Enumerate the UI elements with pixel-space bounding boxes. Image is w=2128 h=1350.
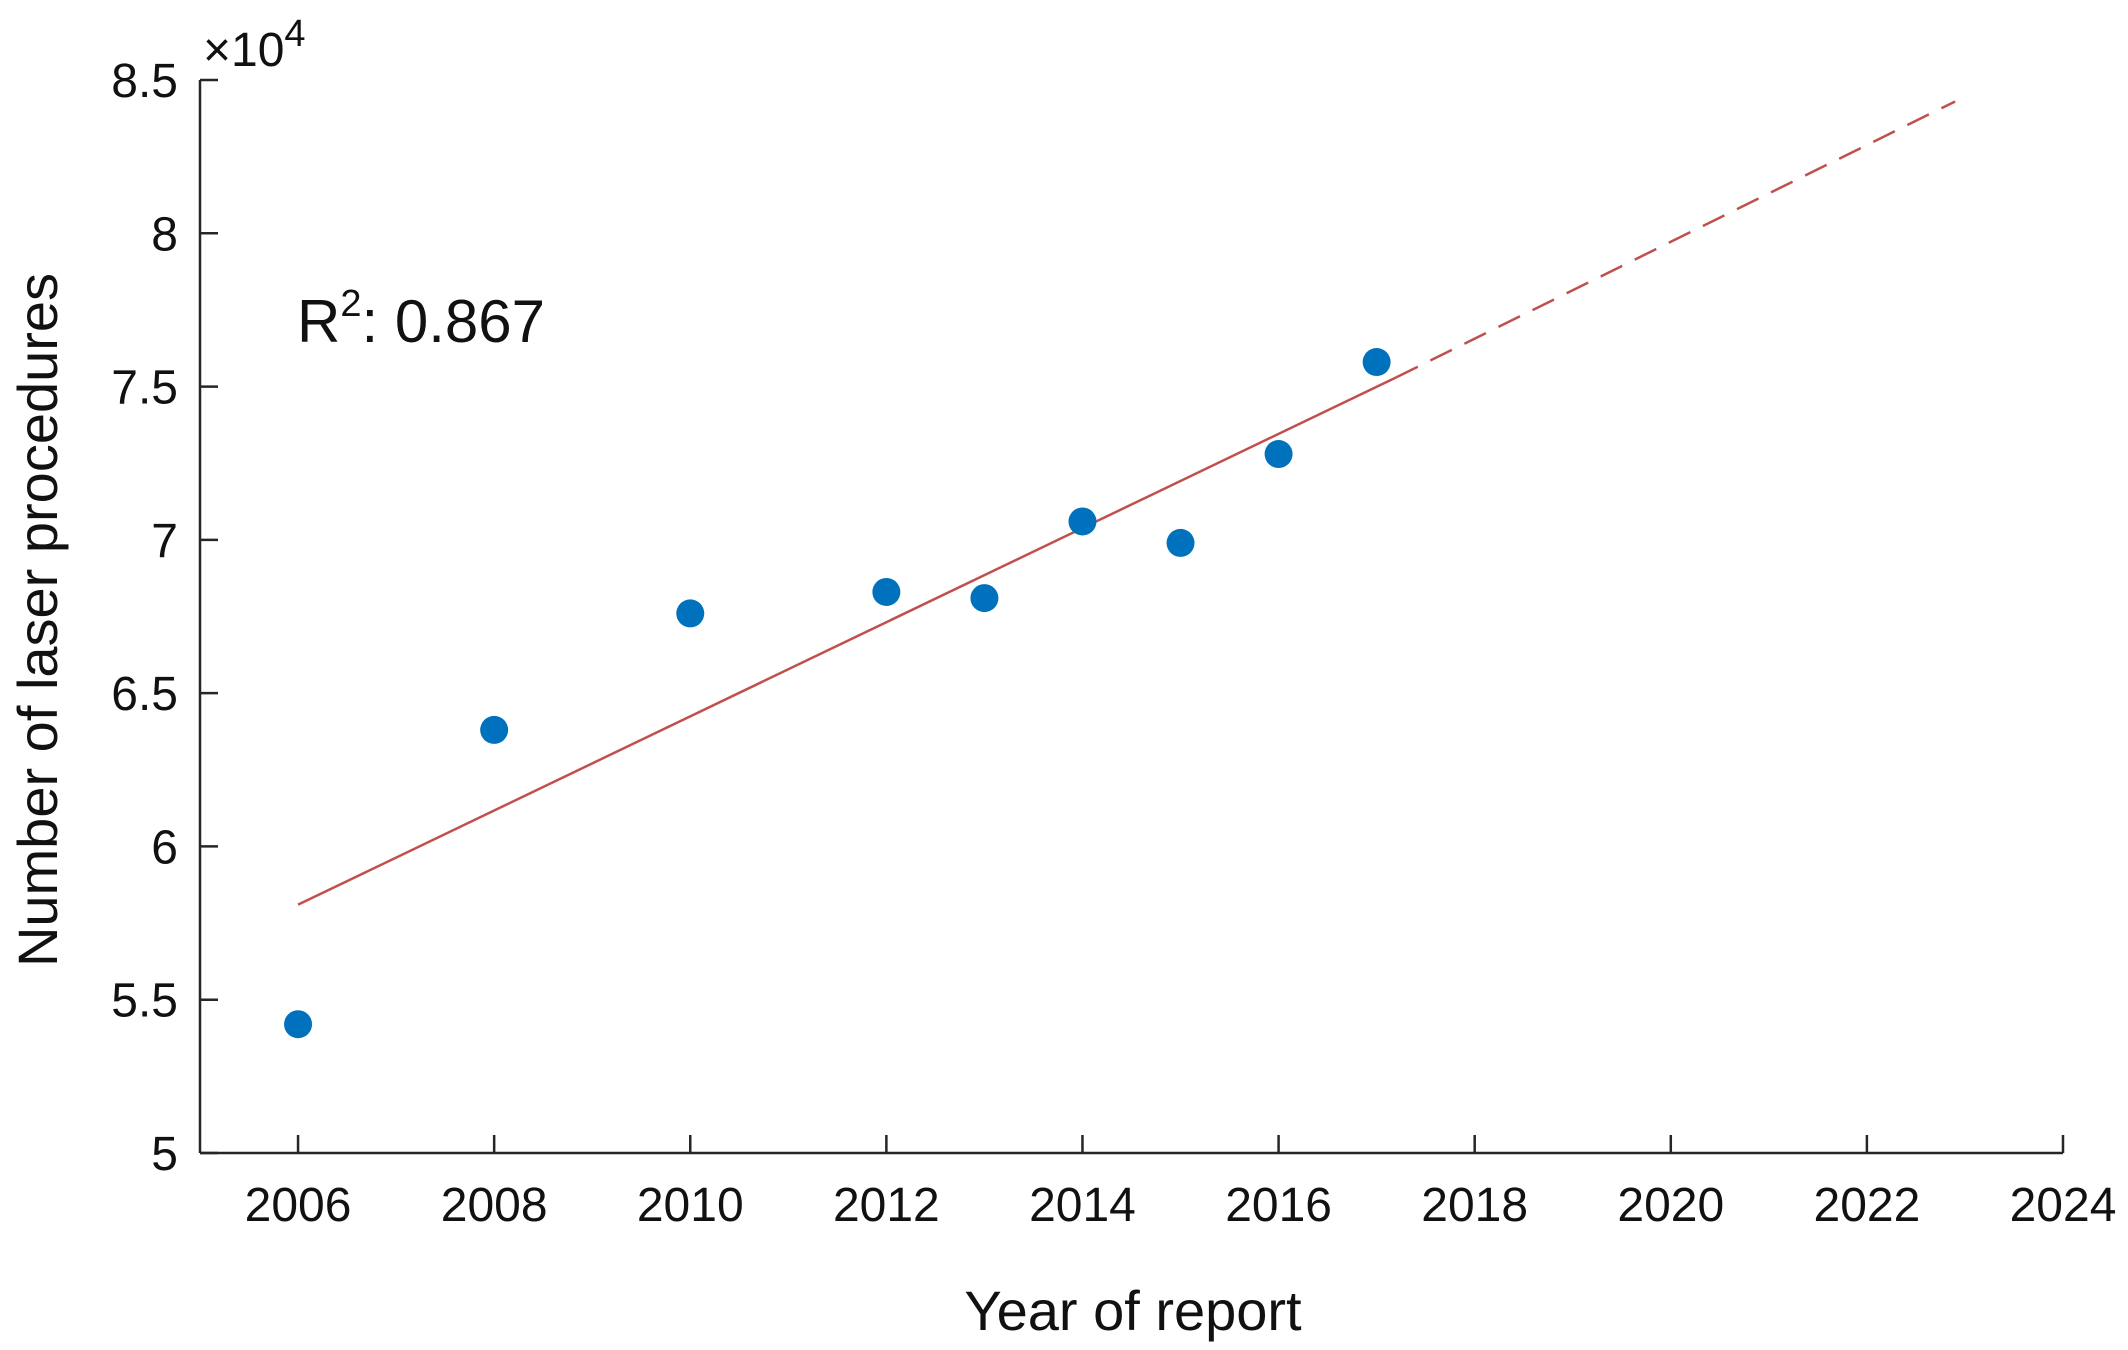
x-tick-label: 2006 bbox=[245, 1179, 352, 1232]
data-point bbox=[970, 584, 999, 613]
x-tick-label: 2018 bbox=[1421, 1179, 1528, 1232]
x-tick-label: 2020 bbox=[1617, 1179, 1724, 1232]
data-point bbox=[676, 599, 705, 628]
y-multiplier-exponent: 4 bbox=[284, 13, 305, 55]
x-tick-label: 2014 bbox=[1029, 1179, 1136, 1232]
x-tick-label: 2010 bbox=[637, 1179, 744, 1232]
y-axis-label: Number of laser procedures bbox=[6, 273, 69, 967]
x-tick-label: 2022 bbox=[1814, 1179, 1921, 1232]
y-tick-label: 6.5 bbox=[111, 668, 178, 721]
data-point bbox=[1166, 528, 1195, 557]
x-tick-label: 2024 bbox=[2010, 1179, 2117, 1232]
y-multiplier: ×104 bbox=[203, 13, 306, 77]
r-squared-value: : 0.867 bbox=[361, 288, 545, 355]
y-tick-label: 7.5 bbox=[111, 362, 178, 415]
trend-line-fit bbox=[297, 376, 1397, 906]
x-axis-ticks: 2006 2008 2010 2012 2014 2016 2018 2020 2022 2024 bbox=[245, 1135, 2117, 1232]
r-squared-superscript: 2 bbox=[340, 283, 361, 325]
x-tick-label: 2008 bbox=[441, 1179, 548, 1232]
r-squared-prefix: R bbox=[297, 288, 340, 355]
y-axis-ticks: 5 5.5 6 6.5 7 7.5 8 8.5 bbox=[111, 55, 218, 1181]
data-point bbox=[480, 715, 509, 744]
axes bbox=[198, 80, 2063, 1155]
trend-line bbox=[297, 100, 1956, 906]
y-tick-label: 5 bbox=[151, 1128, 178, 1181]
x-tick-label: 2016 bbox=[1225, 1179, 1332, 1232]
y-tick-label: 5.5 bbox=[111, 975, 178, 1028]
data-point bbox=[1068, 507, 1097, 536]
data-point bbox=[284, 1010, 313, 1039]
r-squared-annotation: R2: 0.867 bbox=[297, 283, 545, 355]
y-tick-label: 6 bbox=[151, 821, 178, 874]
y-tick-label: 7 bbox=[151, 515, 178, 568]
x-axis-label: Year of report bbox=[964, 1279, 1302, 1342]
data-point bbox=[1362, 348, 1391, 377]
data-points bbox=[284, 348, 1391, 1039]
y-multiplier-base: ×10 bbox=[203, 24, 284, 77]
x-tick-label: 2012 bbox=[833, 1179, 940, 1232]
data-point bbox=[872, 577, 901, 606]
y-tick-label: 8.5 bbox=[111, 55, 178, 108]
data-point bbox=[1264, 440, 1293, 469]
y-tick-label: 8 bbox=[151, 208, 178, 261]
trend-line-projection bbox=[1395, 100, 1956, 379]
